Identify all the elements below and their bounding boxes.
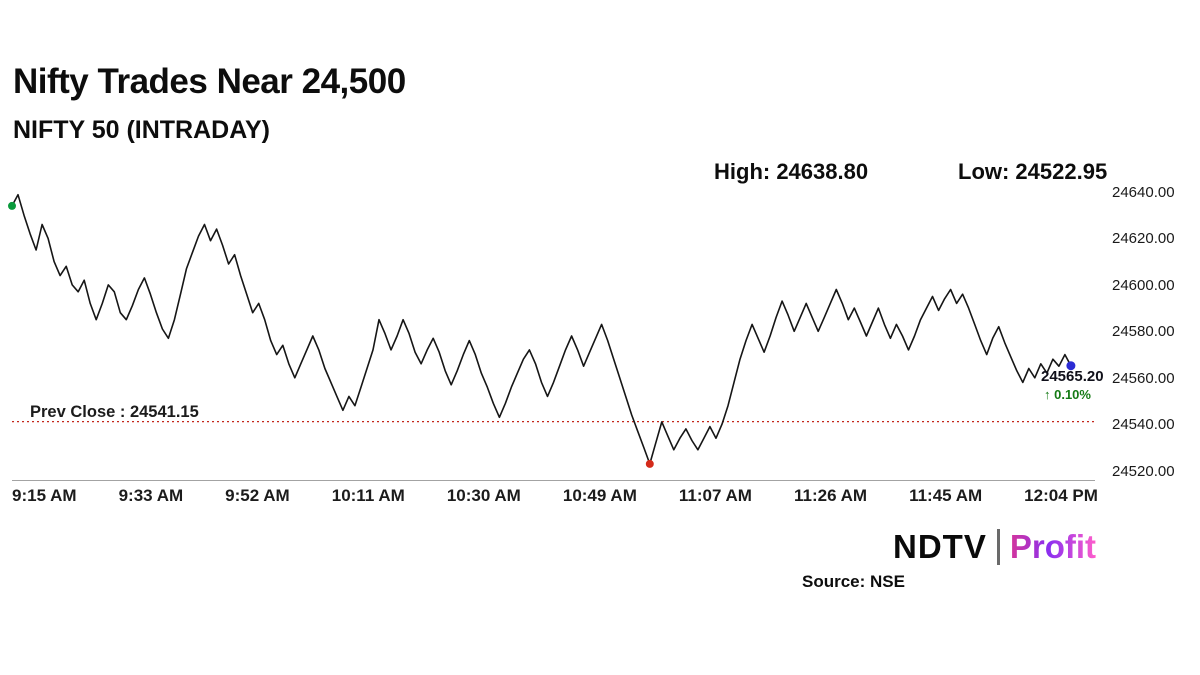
chart-subtitle: NIFTY 50 (INTRADAY) [13, 116, 270, 144]
high-value-label: High: 24638.80 [714, 159, 869, 184]
prev-close-label: Prev Close : 24541.15 [30, 403, 199, 421]
x-axis-tick-labels: 9:15 AM 9:33 AM 9:52 AM 10:11 AM 10:30 AM 10:… [12, 486, 1098, 506]
y-tick-label: 24620.00 [1112, 230, 1175, 248]
x-tick-label: 9:33 AM [118, 486, 184, 505]
y-axis-tick-labels: 24640.00 24620.00 24600.00 24580.00 24560.00… [1112, 178, 1198, 480]
y-tick-label: 24540.00 [1112, 416, 1175, 434]
last-marker-dot [1066, 361, 1076, 371]
ndtv-profit-logo: NDTV Profit [893, 528, 1096, 566]
price-chart-area [8, 178, 1095, 481]
change-percent-label: ↑ 0.10% [1044, 387, 1091, 402]
y-tick-label: 24560.00 [1112, 369, 1175, 387]
x-tick-label: 9:15 AM [12, 486, 77, 505]
last-price-label: 24565.20 [1041, 368, 1104, 385]
profit-logo-text: Profit [1009, 528, 1097, 565]
page-title: Nifty Trades Near 24,500 [13, 62, 406, 101]
start-marker-dot [8, 201, 16, 210]
price-line-chart [8, 193, 1095, 468]
price-line [11, 193, 1072, 465]
source-note: Source: NSE [802, 572, 905, 591]
y-tick-label: 24600.00 [1112, 276, 1175, 294]
x-tick-label: 10:11 AM [331, 486, 405, 505]
x-tick-label: 11:26 AM [793, 486, 868, 505]
x-tick-label: 10:49 AM [562, 486, 637, 505]
x-tick-label: 10:30 AM [446, 486, 521, 505]
y-tick-label: 24640.00 [1112, 183, 1175, 201]
x-tick-label: 9:52 AM [225, 486, 290, 505]
ndtv-logo-text: NDTV [893, 528, 987, 565]
y-tick-label: 24520.00 [1112, 462, 1175, 480]
x-tick-label: 11:45 AM [909, 486, 983, 505]
x-tick-label: 11:07 AM [678, 486, 752, 505]
y-tick-label: 24580.00 [1112, 323, 1175, 341]
low-marker-dot [645, 459, 654, 468]
low-value-label: Low: 24522.95 [958, 159, 1108, 184]
logo-divider [996, 529, 1000, 565]
x-tick-label: 12:04 PM [1024, 486, 1098, 505]
